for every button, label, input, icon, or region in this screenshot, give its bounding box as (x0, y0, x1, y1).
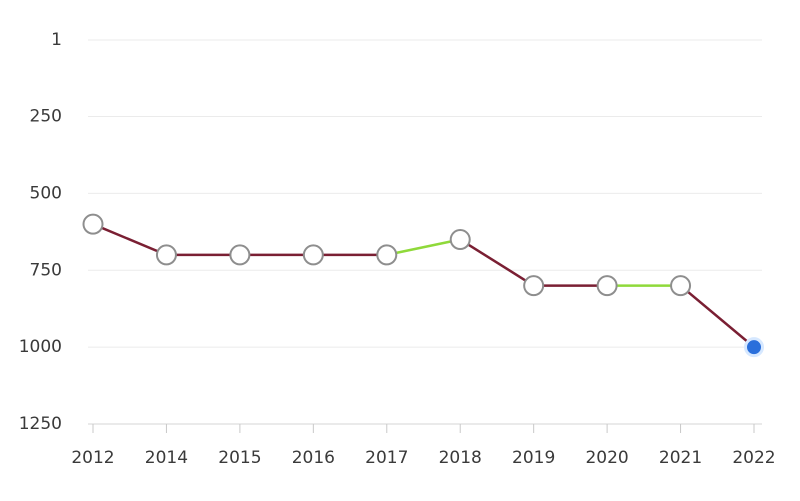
x-tick-label: 2017 (365, 448, 408, 468)
x-tick-label: 2015 (218, 448, 261, 468)
data-point-2017[interactable] (376, 244, 398, 266)
y-tick-label: 500 (30, 183, 62, 203)
grid (88, 39, 762, 348)
y-tick-label: 1 (51, 30, 62, 50)
data-point-2022[interactable] (744, 337, 764, 358)
x-tick-label: 2018 (439, 448, 482, 468)
line-segment-2017-2018 (385, 238, 462, 257)
x-axis-ticks: 2012 2014 2015 2016 2017 2018 2019 2020 2021 2022 (71, 448, 775, 468)
data-point-2019[interactable] (523, 275, 545, 297)
series-points (82, 213, 764, 358)
x-tick-label: 2019 (512, 448, 555, 468)
data-point-2020[interactable] (596, 275, 618, 297)
x-tick-label: 2020 (585, 448, 628, 468)
x-tick-label: 2022 (732, 448, 775, 468)
line-segment-2018-2019 (458, 238, 535, 287)
y-tick-label: 750 (30, 260, 62, 280)
data-point-2016[interactable] (302, 244, 324, 266)
data-point-2021[interactable] (670, 275, 692, 297)
x-tick-label: 2021 (659, 448, 702, 468)
x-tick-label: 2014 (145, 448, 188, 468)
y-tick-label: 1000 (19, 337, 62, 357)
data-point-2014[interactable] (155, 244, 177, 266)
line-segment-2012-2014 (91, 222, 168, 257)
data-point-2018[interactable] (449, 229, 471, 251)
data-point-2015[interactable] (229, 244, 251, 266)
x-tick-label: 2012 (71, 448, 114, 468)
y-tick-label: 250 (30, 107, 62, 127)
y-tick-label: 1250 (19, 414, 62, 434)
series-lines (91, 222, 756, 349)
x-axis (88, 423, 762, 433)
data-point-2012[interactable] (82, 213, 104, 235)
x-tick-label: 2016 (292, 448, 335, 468)
line-segment-2021-2022 (679, 284, 756, 349)
